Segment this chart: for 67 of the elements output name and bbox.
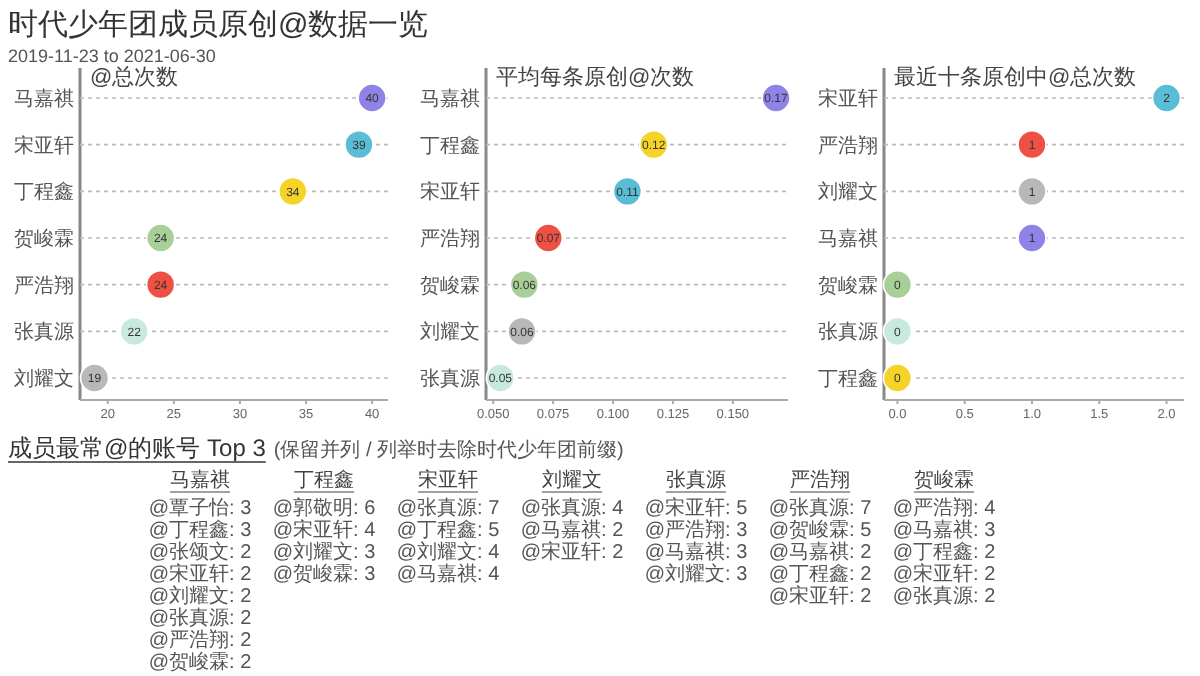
text: @刘耀文: 4 (396, 542, 500, 564)
text: @马嘉祺: 3 (892, 520, 996, 542)
text: (保留并列 / 列举时去除时代少年团前缀) (273, 438, 624, 462)
text: @贺峻霖: 5 (768, 520, 872, 542)
chart-title: 最近十条原创中@总次数 (894, 64, 1137, 90)
y-tick-label: 贺峻霖 (818, 273, 878, 298)
y-tick-label: 丁程鑫 (420, 133, 480, 158)
text: @宋亚轩: 4 (272, 520, 376, 542)
text: @贺峻霖: 3 (272, 564, 376, 586)
y-tick-label: 宋亚轩 (420, 180, 480, 205)
text: @丁程鑫: 2 (892, 542, 996, 564)
text: @张真源: 2 (892, 586, 996, 608)
category-label: 丁程鑫 (294, 468, 354, 492)
text: @张真源: 4 (520, 498, 624, 520)
y-tick-label: 丁程鑫 (14, 180, 74, 205)
y-tick-label: 严浩翔 (420, 227, 480, 251)
text: @马嘉祺: 3 (644, 542, 748, 564)
text: @马嘉祺: 2 (520, 520, 624, 542)
y-tick-label: 刘耀文 (14, 367, 74, 391)
category-label: 贺峻霖 (914, 468, 974, 492)
y-tick-label: 贺峻霖 (420, 273, 480, 298)
text: @严浩翔: 3 (644, 520, 748, 542)
text: @马嘉祺: 2 (768, 542, 872, 564)
text: @郭敬明: 6 (272, 498, 376, 520)
text: @马嘉祺: 4 (396, 564, 500, 586)
text: @张颂文: 2 (148, 542, 252, 564)
category-label: 严浩翔 (790, 468, 850, 492)
y-tick-label: 严浩翔 (14, 273, 74, 298)
y-tick-label: 刘耀文 (818, 180, 878, 205)
chart-title: @总次数 (90, 64, 179, 90)
y-tick-label: 张真源 (420, 367, 480, 391)
text: @刘耀文: 3 (644, 564, 748, 586)
text: @刘耀文: 3 (272, 542, 376, 564)
chart-title: 平均每条原创@次数 (496, 66, 695, 90)
text: 时代少年团成员原创@数据一览 (8, 8, 429, 42)
y-tick-label: 张真源 (14, 320, 74, 345)
text: @宋亚轩: 5 (644, 498, 748, 520)
y-tick-label: 马嘉祺 (420, 87, 480, 111)
text: @张真源: 7 (396, 498, 500, 520)
y-tick-label: 宋亚轩 (818, 87, 878, 111)
category-label: 张真源 (666, 468, 726, 492)
text: @宋亚轩: 2 (768, 586, 872, 608)
text: @严浩翔: 2 (148, 630, 252, 652)
y-tick-label: 严浩翔 (818, 133, 878, 158)
y-tick-label: 张真源 (818, 320, 878, 345)
category-label: 刘耀文 (542, 468, 602, 492)
text: @覃子怡: 3 (148, 498, 252, 520)
text: @丁程鑫: 2 (768, 564, 872, 586)
text: 2019-11-23 to 2021-06-30 (8, 46, 216, 66)
text: @宋亚轩: 2 (148, 564, 252, 586)
category-label: 马嘉祺 (170, 468, 230, 492)
text: @宋亚轩: 2 (520, 542, 624, 564)
y-tick-label: 刘耀文 (420, 320, 480, 345)
y-tick-label: 马嘉祺 (14, 87, 74, 111)
y-tick-label: 贺峻霖 (14, 227, 74, 251)
text: @丁程鑫: 3 (148, 520, 252, 542)
text: @张真源: 2 (148, 608, 252, 630)
text: @刘耀文: 2 (148, 586, 252, 608)
text: 成员最常@的账号 Top 3 (8, 434, 267, 462)
text: @宋亚轩: 2 (892, 564, 996, 586)
y-tick-label: 丁程鑫 (818, 367, 878, 391)
text: @严浩翔: 4 (892, 498, 996, 520)
text: @贺峻霖: 2 (148, 652, 252, 674)
y-tick-label: 马嘉祺 (818, 227, 878, 251)
text: @丁程鑫: 5 (396, 520, 500, 542)
text: @张真源: 7 (768, 498, 872, 520)
y-tick-label: 宋亚轩 (14, 133, 74, 158)
